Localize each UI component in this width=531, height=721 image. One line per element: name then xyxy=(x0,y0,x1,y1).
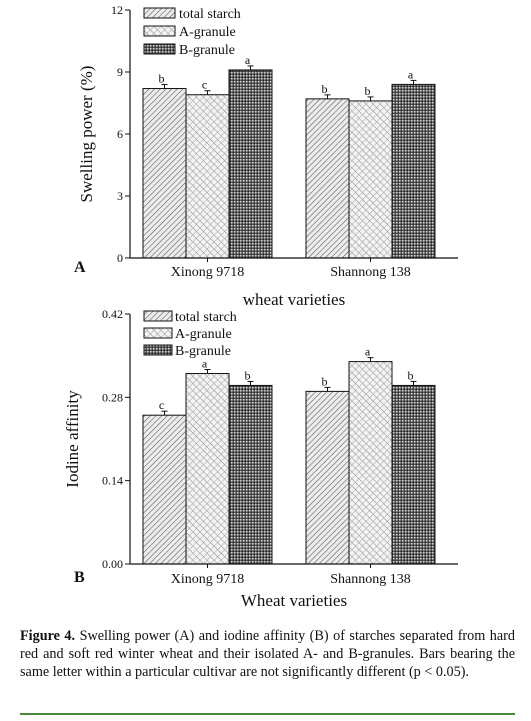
significance-letter: c xyxy=(159,398,164,412)
bar xyxy=(305,98,350,259)
legend-swatch xyxy=(143,25,176,37)
bar xyxy=(228,384,273,565)
y-axis-label: Iodine affinity xyxy=(63,390,82,488)
legend-label: A-granule xyxy=(179,25,236,40)
x-tick-label: Shannong 138 xyxy=(330,572,411,587)
legend-swatch xyxy=(143,7,176,19)
y-axis-label: Swelling power (%) xyxy=(77,66,96,203)
panel-label: B xyxy=(74,569,85,586)
legend-swatch xyxy=(143,310,173,322)
legend-swatch xyxy=(143,344,173,356)
bar xyxy=(185,94,230,259)
significance-letter: b xyxy=(159,72,165,86)
bar xyxy=(185,373,230,565)
legend-label: total starch xyxy=(175,310,237,325)
significance-letter: b xyxy=(322,374,328,388)
significance-letter: a xyxy=(202,357,208,371)
y-tick-label: 0.42 xyxy=(102,307,123,321)
significance-letter: c xyxy=(202,78,207,92)
caption-divider xyxy=(20,713,515,715)
legend-swatch xyxy=(143,43,176,55)
panel-a-swelling-power: b c a b b a 0 3 6 9 12 Xinong 9718 Shannong 138 wheat… xyxy=(74,3,458,309)
bar xyxy=(391,83,436,259)
y-tick-label: 0 xyxy=(117,251,123,265)
figure-canvas: b c a b b a 0 3 6 9 12 Xinong 9718 Shannong 138 wheat… xyxy=(63,3,458,610)
y-tick-label: 0.28 xyxy=(102,390,123,404)
bar xyxy=(142,414,187,565)
y-tick-label: 0.14 xyxy=(102,474,123,488)
significance-letter: b xyxy=(365,84,371,98)
caption-text: Swelling power (A) and iodine affinity (… xyxy=(20,628,515,680)
bar xyxy=(305,390,350,565)
significance-letter: b xyxy=(408,368,414,382)
panel-label: A xyxy=(74,259,86,276)
significance-letter: a xyxy=(408,67,414,81)
significance-letter: b xyxy=(245,368,251,382)
y-tick-label: 9 xyxy=(117,65,123,79)
bar xyxy=(348,361,393,565)
y-tick-label: 6 xyxy=(117,127,123,141)
bar xyxy=(228,69,273,259)
figure-caption: Figure 4. Swelling power (A) and iodine … xyxy=(20,627,515,681)
significance-letter: a xyxy=(245,53,251,67)
bar xyxy=(391,384,436,565)
x-tick-label: Xinong 9718 xyxy=(171,265,245,280)
x-axis-label: Wheat varieties xyxy=(241,591,347,610)
legend-label: A-granule xyxy=(175,327,232,342)
legend-label: total starch xyxy=(179,7,241,22)
caption-label: Figure 4. xyxy=(20,628,76,644)
x-tick-label: Shannong 138 xyxy=(330,265,411,280)
panel-b-iodine-affinity: c a b b a b 0.00 0.14 0.28 0.42 Xinong 9718 Shannon… xyxy=(63,307,458,610)
legend-swatch xyxy=(143,327,173,339)
x-axis-label: wheat varieties xyxy=(243,290,345,309)
y-tick-label: 0.00 xyxy=(102,557,123,571)
x-tick-label: Xinong 9718 xyxy=(171,572,245,587)
significance-letter: b xyxy=(322,82,328,96)
y-tick-label: 3 xyxy=(117,189,123,203)
bar xyxy=(142,88,187,259)
legend-label: B-granule xyxy=(179,43,235,58)
y-tick-label: 12 xyxy=(111,3,123,17)
bar xyxy=(348,100,393,259)
legend-label: B-granule xyxy=(175,344,231,359)
significance-letter: a xyxy=(365,345,371,359)
